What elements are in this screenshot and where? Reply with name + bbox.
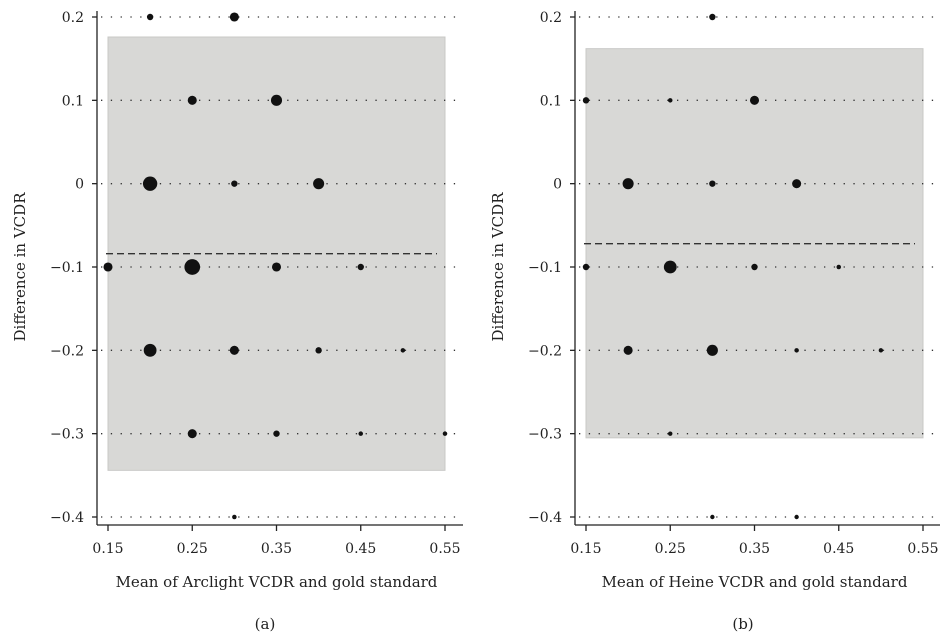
data-point-b-9 [751, 263, 758, 271]
x-tick-label-b-3: 0.45 [823, 541, 854, 557]
data-point-a-1 [229, 12, 239, 22]
data-point-b-10 [836, 264, 842, 270]
data-point-a-14 [400, 348, 406, 353]
data-point-b-14 [878, 348, 884, 353]
x-tick-label-b-2: 0.35 [739, 541, 770, 557]
y-axis-label-a: Difference in VCDR [11, 192, 29, 342]
data-point-a-12 [229, 345, 239, 355]
y-tick-label-a-2: 0 [75, 177, 84, 193]
data-point-b-4 [622, 178, 634, 190]
data-point-a-8 [184, 259, 201, 275]
y-tick-label-b-0: 0.2 [540, 10, 562, 26]
data-point-b-15 [668, 431, 673, 436]
y-tick-label-b-3: −0.1 [528, 260, 562, 276]
data-point-a-9 [271, 262, 282, 272]
data-point-a-13 [315, 347, 322, 354]
y-tick-label-b-5: −0.3 [528, 427, 562, 443]
data-point-b-12 [706, 344, 718, 356]
x-tick-label-a-0: 0.15 [92, 541, 123, 557]
x-tick-label-b-4: 0.55 [907, 541, 938, 557]
x-tick-label-a-3: 0.45 [345, 541, 376, 557]
data-point-a-0 [146, 13, 154, 21]
data-point-b-11 [623, 345, 633, 355]
y-tick-label-a-4: −0.2 [50, 343, 84, 359]
y-tick-label-b-1: 0.1 [540, 93, 562, 109]
x-tick-label-a-2: 0.35 [261, 541, 292, 557]
data-point-b-16 [710, 514, 715, 520]
data-point-b-6 [792, 179, 802, 189]
data-point-b-7 [582, 263, 590, 271]
x-tick-label-a-4: 0.55 [429, 541, 460, 557]
data-point-a-19 [232, 514, 237, 520]
y-tick-label-b-6: −0.4 [528, 510, 562, 526]
data-point-a-11 [143, 343, 157, 357]
x-axis-label-b: Mean of Heine VCDR and gold standard [602, 573, 908, 591]
y-tick-label-a-5: −0.3 [50, 427, 84, 443]
y-tick-label-a-1: 0.1 [62, 93, 84, 109]
x-tick-label-b-1: 0.25 [655, 541, 686, 557]
data-point-b-13 [794, 348, 799, 353]
x-tick-label-b-0: 0.15 [570, 541, 601, 557]
data-point-b-2 [667, 98, 673, 103]
data-point-a-6 [313, 178, 325, 190]
data-point-a-7 [103, 262, 113, 272]
data-point-a-4 [142, 176, 158, 191]
data-point-a-10 [357, 263, 364, 271]
data-point-a-5 [231, 180, 238, 187]
y-axis-label-b: Difference in VCDR [489, 192, 507, 342]
data-point-b-5 [709, 180, 716, 187]
data-point-a-16 [273, 430, 280, 437]
y-tick-label-a-0: 0.2 [62, 10, 84, 26]
x-axis-label-a: Mean of Arclight VCDR and gold standard [116, 573, 438, 591]
y-tick-label-b-4: −0.2 [528, 343, 562, 359]
data-point-b-17 [794, 514, 799, 520]
data-point-a-18 [442, 431, 448, 436]
data-point-a-3 [270, 94, 283, 106]
y-tick-label-b-2: 0 [553, 177, 562, 193]
x-tick-label-a-1: 0.25 [177, 541, 208, 557]
data-point-a-2 [187, 95, 197, 105]
data-point-b-3 [749, 95, 760, 105]
data-point-b-0 [709, 13, 716, 21]
data-point-b-8 [663, 260, 677, 274]
data-point-b-1 [582, 97, 590, 104]
y-tick-label-a-3: −0.1 [50, 260, 84, 276]
y-tick-label-a-6: −0.4 [50, 510, 84, 526]
panel-label-a: (a) [255, 615, 276, 633]
data-point-a-15 [187, 429, 197, 439]
data-point-a-17 [358, 431, 364, 436]
panel-label-b: (b) [732, 615, 753, 633]
